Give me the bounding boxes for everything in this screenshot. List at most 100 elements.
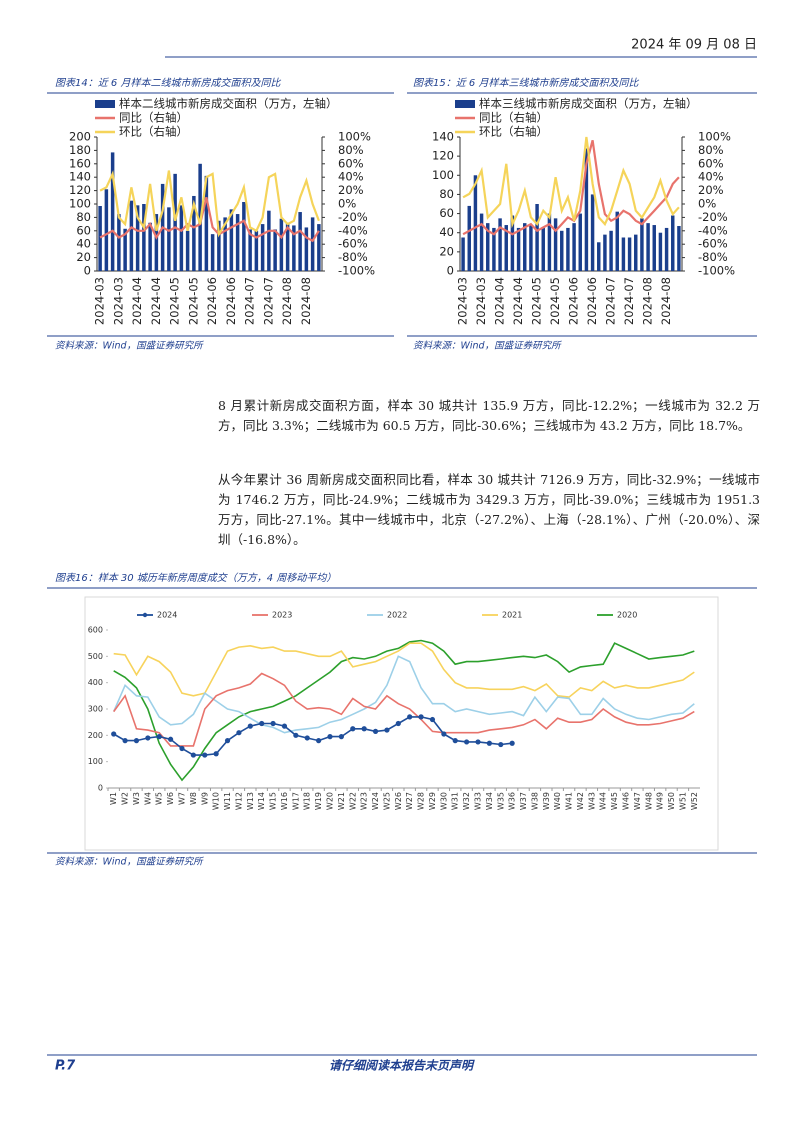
legend-marker [142, 612, 148, 618]
x-tick-label: 2024-08 [641, 277, 655, 325]
bar [523, 223, 527, 271]
x-tick-label: 2024-06 [585, 277, 599, 325]
x-tick-label: W17 [291, 792, 300, 810]
x-tick-label: W9 [200, 792, 209, 805]
y2-tick-label: -100% [338, 264, 375, 278]
figure-source: 资料来源：Wind，国盛证券研究所 [55, 340, 204, 352]
x-tick-label: 2024-06 [205, 277, 219, 325]
page-number: P.7 [55, 1059, 76, 1074]
x-tick-label: W28 [417, 792, 426, 810]
point [372, 728, 379, 734]
x-tick-label: 2024-05 [168, 277, 182, 325]
x-tick-label: W10 [212, 792, 221, 810]
y2-tick-label: -80% [338, 250, 368, 264]
bar [267, 210, 271, 271]
y2-tick-label: 60% [698, 156, 724, 170]
point [293, 732, 299, 738]
bar [461, 237, 465, 271]
point [179, 745, 185, 752]
y2-tick-label: -80% [698, 250, 728, 264]
legend-label: 环比（右轴） [119, 125, 188, 139]
figure-caption: 图表15：近 6 月样本三线城市新房成交面积及同比 [413, 77, 639, 89]
bar [185, 230, 190, 271]
x-tick-label: 2024-08 [659, 277, 673, 325]
x-tick-label: 2024-07 [243, 277, 257, 325]
line-series [112, 655, 695, 734]
x-tick-label: W33 [474, 792, 483, 810]
y-tick-label: 140 [432, 130, 454, 144]
x-tick-label: W8 [189, 792, 198, 805]
line-series [99, 170, 320, 238]
x-tick-label: 2024-03 [456, 277, 470, 325]
x-tick-label: W30 [439, 792, 448, 810]
bar [260, 224, 265, 271]
y2-tick-label: -20% [338, 210, 368, 224]
bar [486, 223, 490, 271]
bar [597, 242, 601, 271]
chart-frame [84, 596, 719, 851]
y2-tick-label: 20% [698, 183, 724, 197]
bar [129, 200, 134, 271]
x-tick-label: 2024-08 [280, 277, 294, 325]
bar [529, 225, 533, 271]
legend-label: 2020 [617, 611, 637, 620]
line-series [99, 197, 320, 243]
bar [98, 206, 102, 271]
line-series [113, 716, 513, 756]
line-series [462, 140, 680, 236]
x-tick-label: W32 [462, 792, 471, 810]
legend-label: 同比（右轴） [119, 111, 188, 125]
point [236, 730, 242, 736]
x-tick-label: 2024-04 [149, 277, 163, 325]
x-tick-label: 2024-05 [548, 277, 562, 325]
point [429, 716, 436, 723]
line-series [113, 672, 695, 747]
bar [640, 218, 644, 271]
y2-tick-label: -40% [698, 223, 728, 237]
point [202, 752, 208, 758]
point [316, 738, 322, 744]
x-tick-label: W22 [348, 792, 357, 810]
legend-swatch [455, 100, 475, 108]
x-tick-label: 2024-06 [224, 277, 238, 325]
x-tick-label: W14 [257, 792, 266, 810]
figure-source: 资料来源：Wind，国盛证券研究所 [55, 856, 204, 868]
bar [572, 223, 576, 271]
y-tick-label: 0 [84, 264, 91, 278]
x-tick-label: W46 [622, 792, 631, 810]
y2-tick-label: -100% [698, 264, 735, 278]
x-tick-label: W16 [280, 792, 289, 810]
y-tick-label: 0 [447, 264, 454, 278]
x-tick-label: W20 [326, 792, 335, 810]
x-tick-label: 2024-04 [493, 277, 507, 325]
x-tick-label: 2024-07 [622, 277, 636, 325]
point [304, 735, 310, 741]
x-tick-label: W26 [394, 792, 403, 810]
x-tick-label: W3 [132, 792, 141, 805]
x-tick-label: W13 [246, 792, 255, 810]
bar [646, 223, 650, 271]
bar [541, 227, 545, 271]
bar [285, 222, 290, 271]
point [464, 739, 470, 745]
y-tick-label: 500 [88, 652, 103, 661]
x-tick-label: W39 [542, 792, 551, 810]
bar [609, 230, 613, 271]
bar [242, 201, 246, 271]
bar [210, 234, 215, 271]
bar [492, 227, 496, 271]
disclaimer: 请仔细阅读本报告末页声明 [329, 1059, 475, 1073]
x-tick-label: W35 [496, 792, 505, 810]
bar [658, 232, 663, 271]
y-tick-label: 600 [88, 626, 103, 635]
bar [504, 225, 508, 271]
x-tick-label: W25 [382, 792, 391, 810]
point [133, 738, 140, 744]
y-tick-label: 20 [76, 250, 91, 264]
x-tick-label: W7 [178, 792, 187, 805]
x-tick-label: 2024-04 [130, 277, 144, 325]
line-series [113, 642, 695, 698]
x-tick-label: W27 [405, 792, 414, 810]
legend-swatch [95, 100, 115, 108]
x-tick-label: W43 [587, 792, 596, 810]
